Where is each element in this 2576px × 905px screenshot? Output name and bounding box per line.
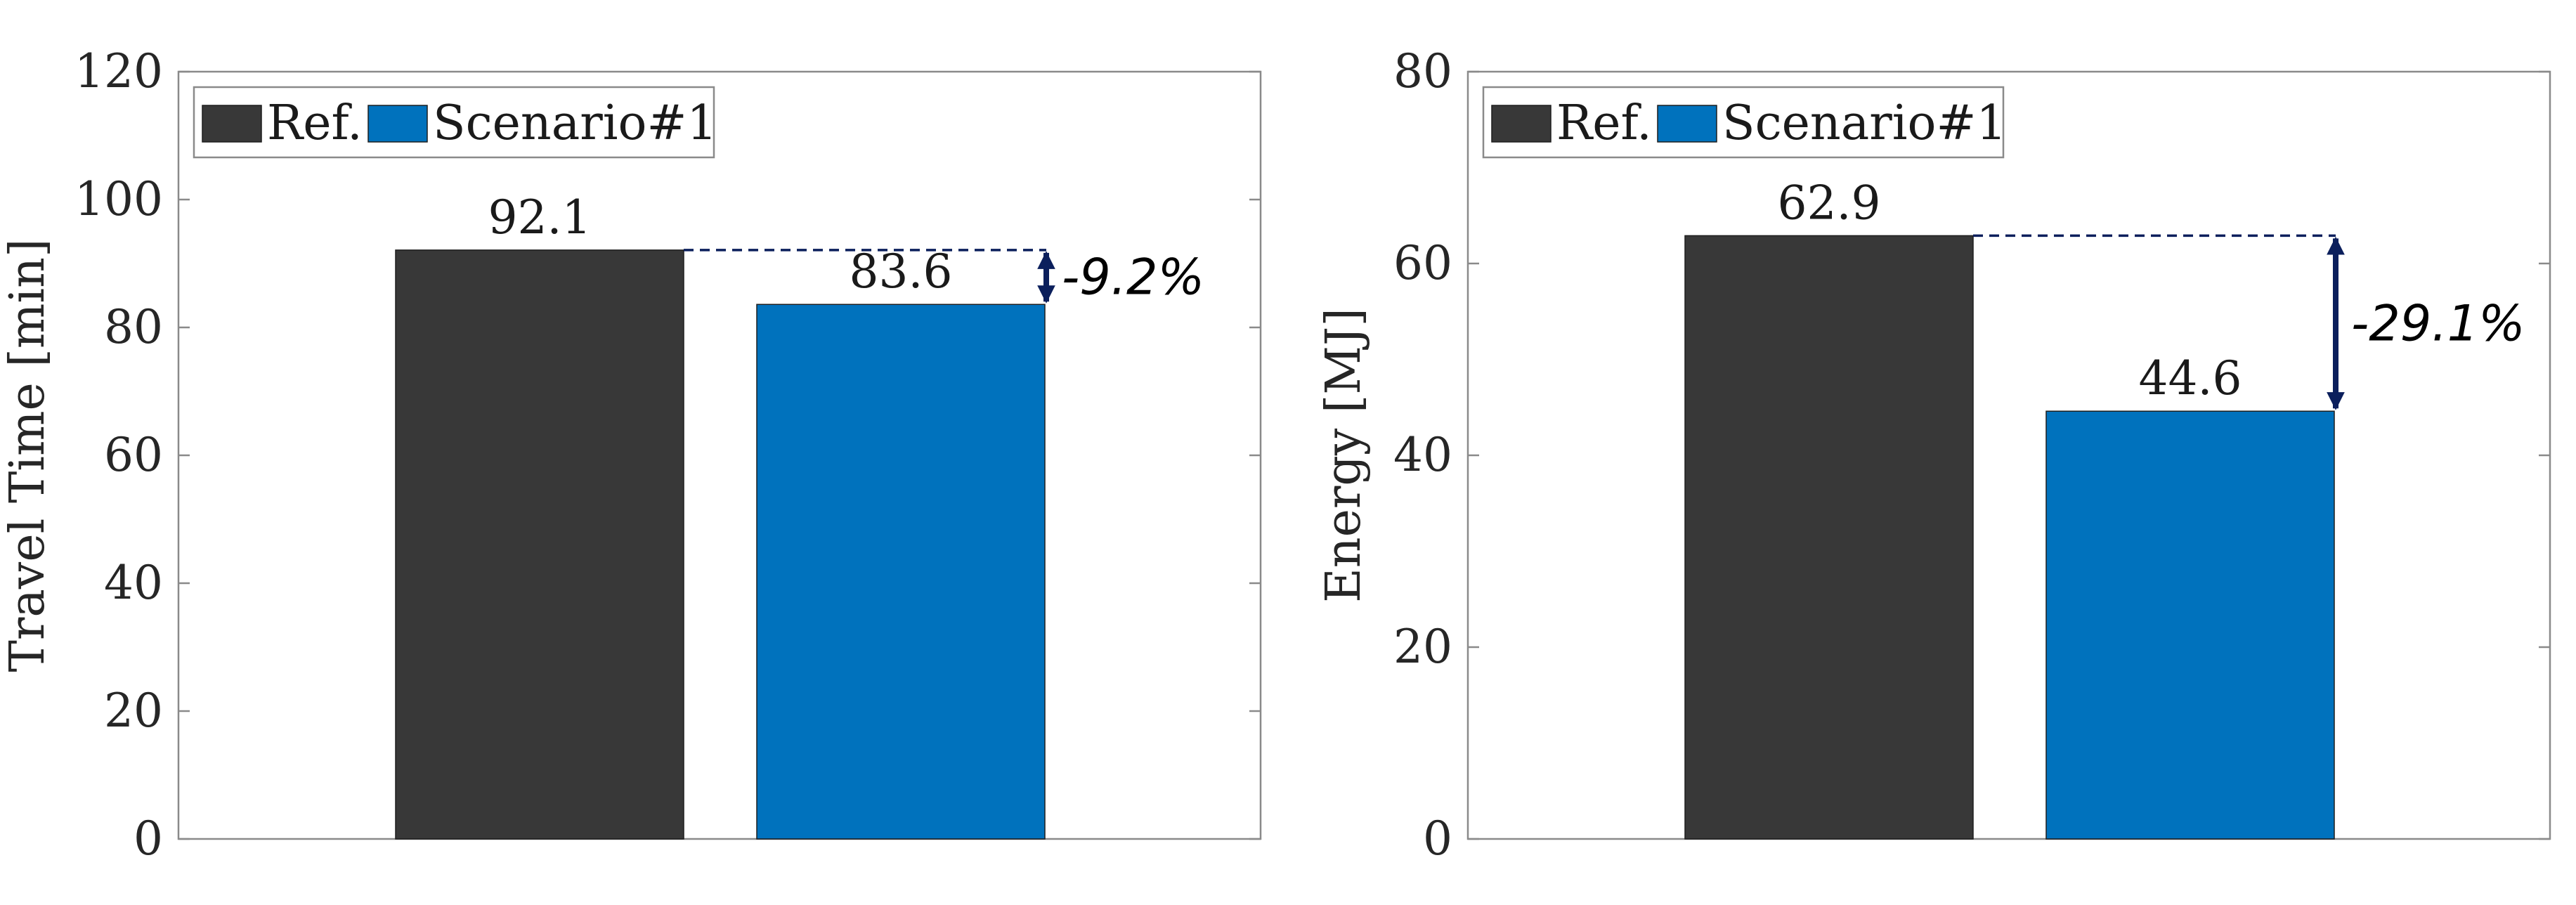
chart-panel-1: 0 20 40 60 80 100 120 Travel Time [min] 92.1 83.6… <box>0 44 1262 866</box>
bar-ref <box>395 249 684 840</box>
percent-change-label: -9.2% <box>1062 249 1204 306</box>
y-tick-label: 20 <box>1393 620 1452 674</box>
legend-entry-label: Ref. <box>1556 96 1652 151</box>
y-tick-label: 40 <box>1393 428 1452 482</box>
y-tick-label: 40 <box>104 556 163 610</box>
y-axis-label: Energy [MJ] <box>1316 308 1372 603</box>
y-tick-label: 80 <box>1393 44 1452 98</box>
y-tick-label: 60 <box>104 428 163 482</box>
y-axis-label: Travel Time [min] <box>0 239 56 672</box>
y-tick-label: 0 <box>1423 812 1452 866</box>
bar-data-label: 62.9 <box>1778 176 1881 230</box>
legend-entry-label: Scenario#1 <box>1722 96 2007 151</box>
y-tick-label: 80 <box>104 300 163 354</box>
legend-swatch-scenario1 <box>367 105 428 143</box>
y-tick-label: 20 <box>104 684 163 738</box>
y-tick-label: 120 <box>74 44 163 98</box>
legend-swatch-scenario1 <box>1657 105 1717 143</box>
legend-swatch-ref <box>202 105 262 143</box>
bar-data-label: 83.6 <box>850 245 953 299</box>
chart-panel-2: 0 20 40 60 80 Energy [MJ] 62.9 44.6 -29.1% Ref. Sc… <box>1316 44 2551 866</box>
legend-box <box>193 86 715 159</box>
legend: Ref. Scenario#1 <box>193 86 717 159</box>
axes-box <box>1466 70 2551 840</box>
y-tick-label: 0 <box>134 812 163 866</box>
bar-ref <box>1684 235 1974 840</box>
legend-entry-label: Scenario#1 <box>433 96 717 151</box>
legend: Ref. Scenario#1 <box>1482 86 2007 159</box>
bar-data-label: 92.1 <box>488 190 592 245</box>
bar-data-label: 44.6 <box>2139 351 2242 405</box>
y-tick-label: 100 <box>74 172 163 226</box>
legend-swatch-ref <box>1491 105 1552 143</box>
y-tick-label: 60 <box>1393 236 1452 290</box>
legend-entry-label: Ref. <box>267 96 363 151</box>
axes-box <box>177 70 1262 840</box>
legend-box <box>1482 86 2005 159</box>
bar-scenario1 <box>2045 410 2335 840</box>
bar-scenario1 <box>756 304 1046 840</box>
percent-change-label: -29.1% <box>2351 294 2525 352</box>
